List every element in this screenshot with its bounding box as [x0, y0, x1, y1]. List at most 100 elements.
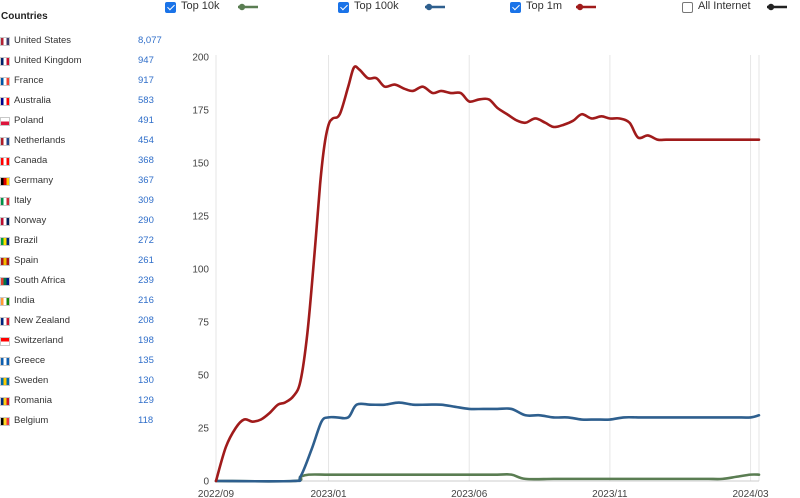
country-name: Poland [14, 115, 44, 126]
country-count-link[interactable]: 947 [138, 55, 154, 66]
country-row[interactable]: Brazil 272 [0, 234, 170, 250]
south-africa-flag-icon [0, 277, 10, 286]
country-name: Australia [14, 95, 51, 106]
country-row[interactable]: Sweden 130 [0, 374, 170, 390]
country-count-link[interactable]: 118 [138, 415, 154, 426]
greece-flag-icon [0, 357, 10, 366]
uk-flag-icon [0, 57, 10, 66]
country-row[interactable]: Greece 135 [0, 354, 170, 370]
y-tick-label: 150 [192, 159, 209, 170]
country-count-link[interactable]: 261 [138, 255, 154, 266]
country-row[interactable]: Canada 368 [0, 154, 170, 170]
country-name: Spain [14, 255, 39, 266]
sweden-flag-icon [0, 377, 10, 386]
top-100k-checkbox[interactable] [338, 2, 349, 13]
canada-flag-icon [0, 157, 10, 166]
country-name: South Africa [14, 275, 66, 286]
us-flag-icon [0, 37, 10, 46]
country-name: India [14, 295, 35, 306]
country-count-link[interactable]: 272 [138, 235, 154, 246]
country-name: Brazil [14, 235, 38, 246]
brazil-flag-icon [0, 237, 10, 246]
country-row[interactable]: New Zealand 208 [0, 314, 170, 330]
country-name: Greece [14, 355, 46, 366]
country-count-link[interactable]: 491 [138, 115, 154, 126]
country-count-link[interactable]: 208 [138, 315, 154, 326]
country-count-link[interactable]: 216 [138, 295, 154, 306]
country-row[interactable]: United Kingdom 947 [0, 54, 170, 70]
country-row[interactable]: Norway 290 [0, 214, 170, 230]
country-name: United States [14, 35, 72, 46]
country-row[interactable]: Australia 583 [0, 94, 170, 110]
country-count-link[interactable]: 129 [138, 395, 154, 406]
country-row[interactable]: Italy 309 [0, 194, 170, 210]
legend-label: All Internet [698, 0, 751, 12]
country-row[interactable]: Spain 261 [0, 254, 170, 270]
country-row[interactable]: Germany 367 [0, 174, 170, 190]
country-count-link[interactable]: 239 [138, 275, 154, 286]
country-row[interactable]: South Africa 239 [0, 274, 170, 290]
country-count-link[interactable]: 583 [138, 95, 154, 106]
country-name: France [14, 75, 44, 86]
country-row[interactable]: United States 8,077 [0, 34, 170, 50]
country-row[interactable]: Poland 491 [0, 114, 170, 130]
all-internet-checkbox[interactable] [682, 2, 693, 13]
india-flag-icon [0, 297, 10, 306]
germany-flag-icon [0, 177, 10, 186]
romania-flag-icon [0, 397, 10, 406]
netherlands-flag-icon [0, 137, 10, 146]
legend-label: Top 100k [354, 0, 399, 12]
series-line-top-1m [214, 65, 761, 483]
y-tick-label: 75 [198, 318, 210, 329]
y-tick-label: 50 [198, 371, 210, 382]
country-name: New Zealand [14, 315, 70, 326]
country-row[interactable]: France 917 [0, 74, 170, 90]
poland-flag-icon [0, 117, 10, 126]
x-tick-label: 2023/11 [592, 489, 628, 498]
country-count-link[interactable]: 135 [138, 355, 154, 366]
country-row[interactable]: Netherlands 454 [0, 134, 170, 150]
australia-flag-icon [0, 97, 10, 106]
y-tick-label: 175 [192, 106, 209, 117]
country-name: Norway [14, 215, 47, 226]
legend-swatch-icon [238, 3, 258, 11]
new-zealand-flag-icon [0, 317, 10, 326]
y-tick-label: 200 [192, 53, 209, 64]
legend-label: Top 10k [181, 0, 220, 12]
spain-flag-icon [0, 257, 10, 266]
countries-title: Countries [1, 11, 48, 22]
x-tick-label: 2022/09 [198, 489, 235, 498]
country-count-link[interactable]: 917 [138, 75, 154, 86]
country-row[interactable]: India 216 [0, 294, 170, 310]
country-name: Switzerland [14, 335, 64, 346]
country-name: Belgium [14, 415, 49, 426]
country-name: Germany [14, 175, 54, 186]
country-row[interactable]: Switzerland 198 [0, 334, 170, 350]
country-name: Sweden [14, 375, 49, 386]
country-count-link[interactable]: 8,077 [138, 35, 162, 46]
legend-swatch-icon [576, 3, 596, 11]
top-1m-checkbox[interactable] [510, 2, 521, 13]
top-10k-checkbox[interactable] [165, 2, 176, 13]
belgium-flag-icon [0, 417, 10, 426]
country-name: Canada [14, 155, 48, 166]
country-count-link[interactable]: 368 [138, 155, 154, 166]
country-count-link[interactable]: 309 [138, 195, 154, 206]
italy-flag-icon [0, 197, 10, 206]
x-tick-label: 2024/03 [732, 489, 769, 498]
norway-flag-icon [0, 217, 10, 226]
country-count-link[interactable]: 198 [138, 335, 154, 346]
x-tick-label: 2023/01 [310, 489, 347, 498]
country-name: United Kingdom [14, 55, 82, 66]
country-row[interactable]: Romania 129 [0, 394, 170, 410]
country-count-link[interactable]: 454 [138, 135, 154, 146]
country-row[interactable]: Belgium 118 [0, 414, 170, 430]
country-count-link[interactable]: 367 [138, 175, 154, 186]
legend-swatch-icon [767, 3, 787, 11]
country-count-link[interactable]: 130 [138, 375, 154, 386]
series-line-top-10k [214, 473, 761, 483]
country-count-link[interactable]: 290 [138, 215, 154, 226]
country-name: Italy [14, 195, 32, 206]
country-name: Netherlands [14, 135, 66, 146]
